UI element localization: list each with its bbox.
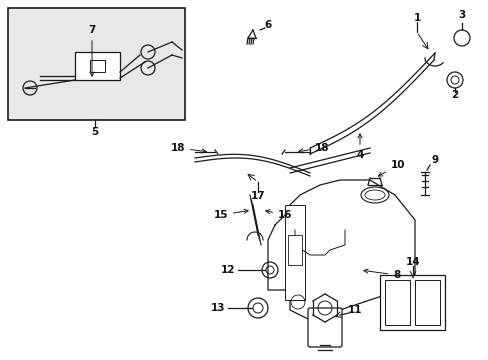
Text: 7: 7 [88, 25, 96, 76]
Bar [414, 280, 439, 325]
Text: 3: 3 [457, 10, 465, 20]
Text: 5: 5 [91, 127, 99, 137]
Text: 9: 9 [430, 155, 438, 165]
Ellipse shape [360, 187, 388, 203]
Text: 1: 1 [412, 13, 420, 23]
Text: 11: 11 [347, 305, 362, 315]
Bar [90, 60, 105, 72]
Text: 15: 15 [213, 209, 248, 220]
Bar [384, 280, 409, 325]
Bar [75, 52, 120, 80]
Bar [285, 205, 305, 300]
Text: 10: 10 [378, 160, 405, 176]
Bar [379, 275, 444, 330]
Bar [287, 235, 302, 265]
Text: 8: 8 [363, 269, 400, 280]
Text: 16: 16 [265, 210, 292, 220]
Text: 17: 17 [250, 191, 265, 201]
FancyBboxPatch shape [307, 308, 341, 347]
Text: 2: 2 [450, 90, 458, 100]
Text: 4: 4 [356, 134, 363, 160]
Bar [8, 8, 184, 120]
Text: 14: 14 [405, 257, 420, 267]
Text: 12: 12 [220, 265, 235, 275]
Text: 18: 18 [298, 143, 329, 153]
Text: 18: 18 [170, 143, 206, 153]
Text: 13: 13 [210, 303, 225, 313]
Text: 6: 6 [264, 20, 271, 30]
Ellipse shape [364, 190, 384, 200]
